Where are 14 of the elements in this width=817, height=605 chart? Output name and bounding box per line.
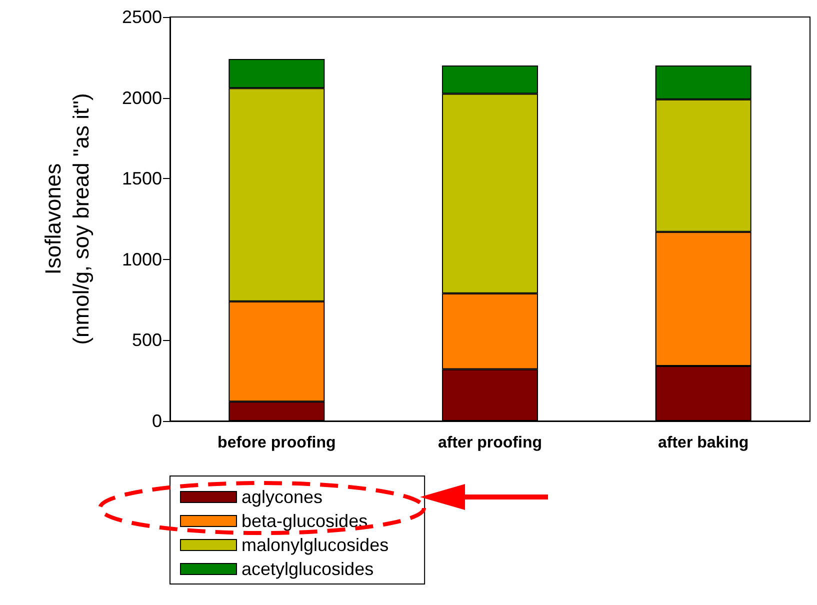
y-tick-label: 1000: [122, 249, 162, 270]
x-tick-label: after proofing: [438, 434, 542, 452]
y-tick-label: 500: [132, 330, 162, 350]
x-tick-label: after baking: [658, 434, 749, 452]
legend-label: aglycones: [242, 487, 323, 507]
x-tick-label: before proofing: [218, 434, 336, 452]
y-tick-label: 2000: [122, 88, 162, 108]
legend-label: beta-glucosides: [242, 511, 368, 531]
legend-label: acetylglucosides: [242, 559, 374, 579]
y-tick-label: 1500: [122, 168, 162, 189]
y-tick-label: 0: [152, 411, 162, 431]
y-tick-label: 2500: [122, 7, 162, 27]
legend-label: malonylglucosides: [242, 535, 389, 555]
y-axis-title: Isoflavones (nmol/g, soy bread "as it"): [40, 93, 94, 345]
